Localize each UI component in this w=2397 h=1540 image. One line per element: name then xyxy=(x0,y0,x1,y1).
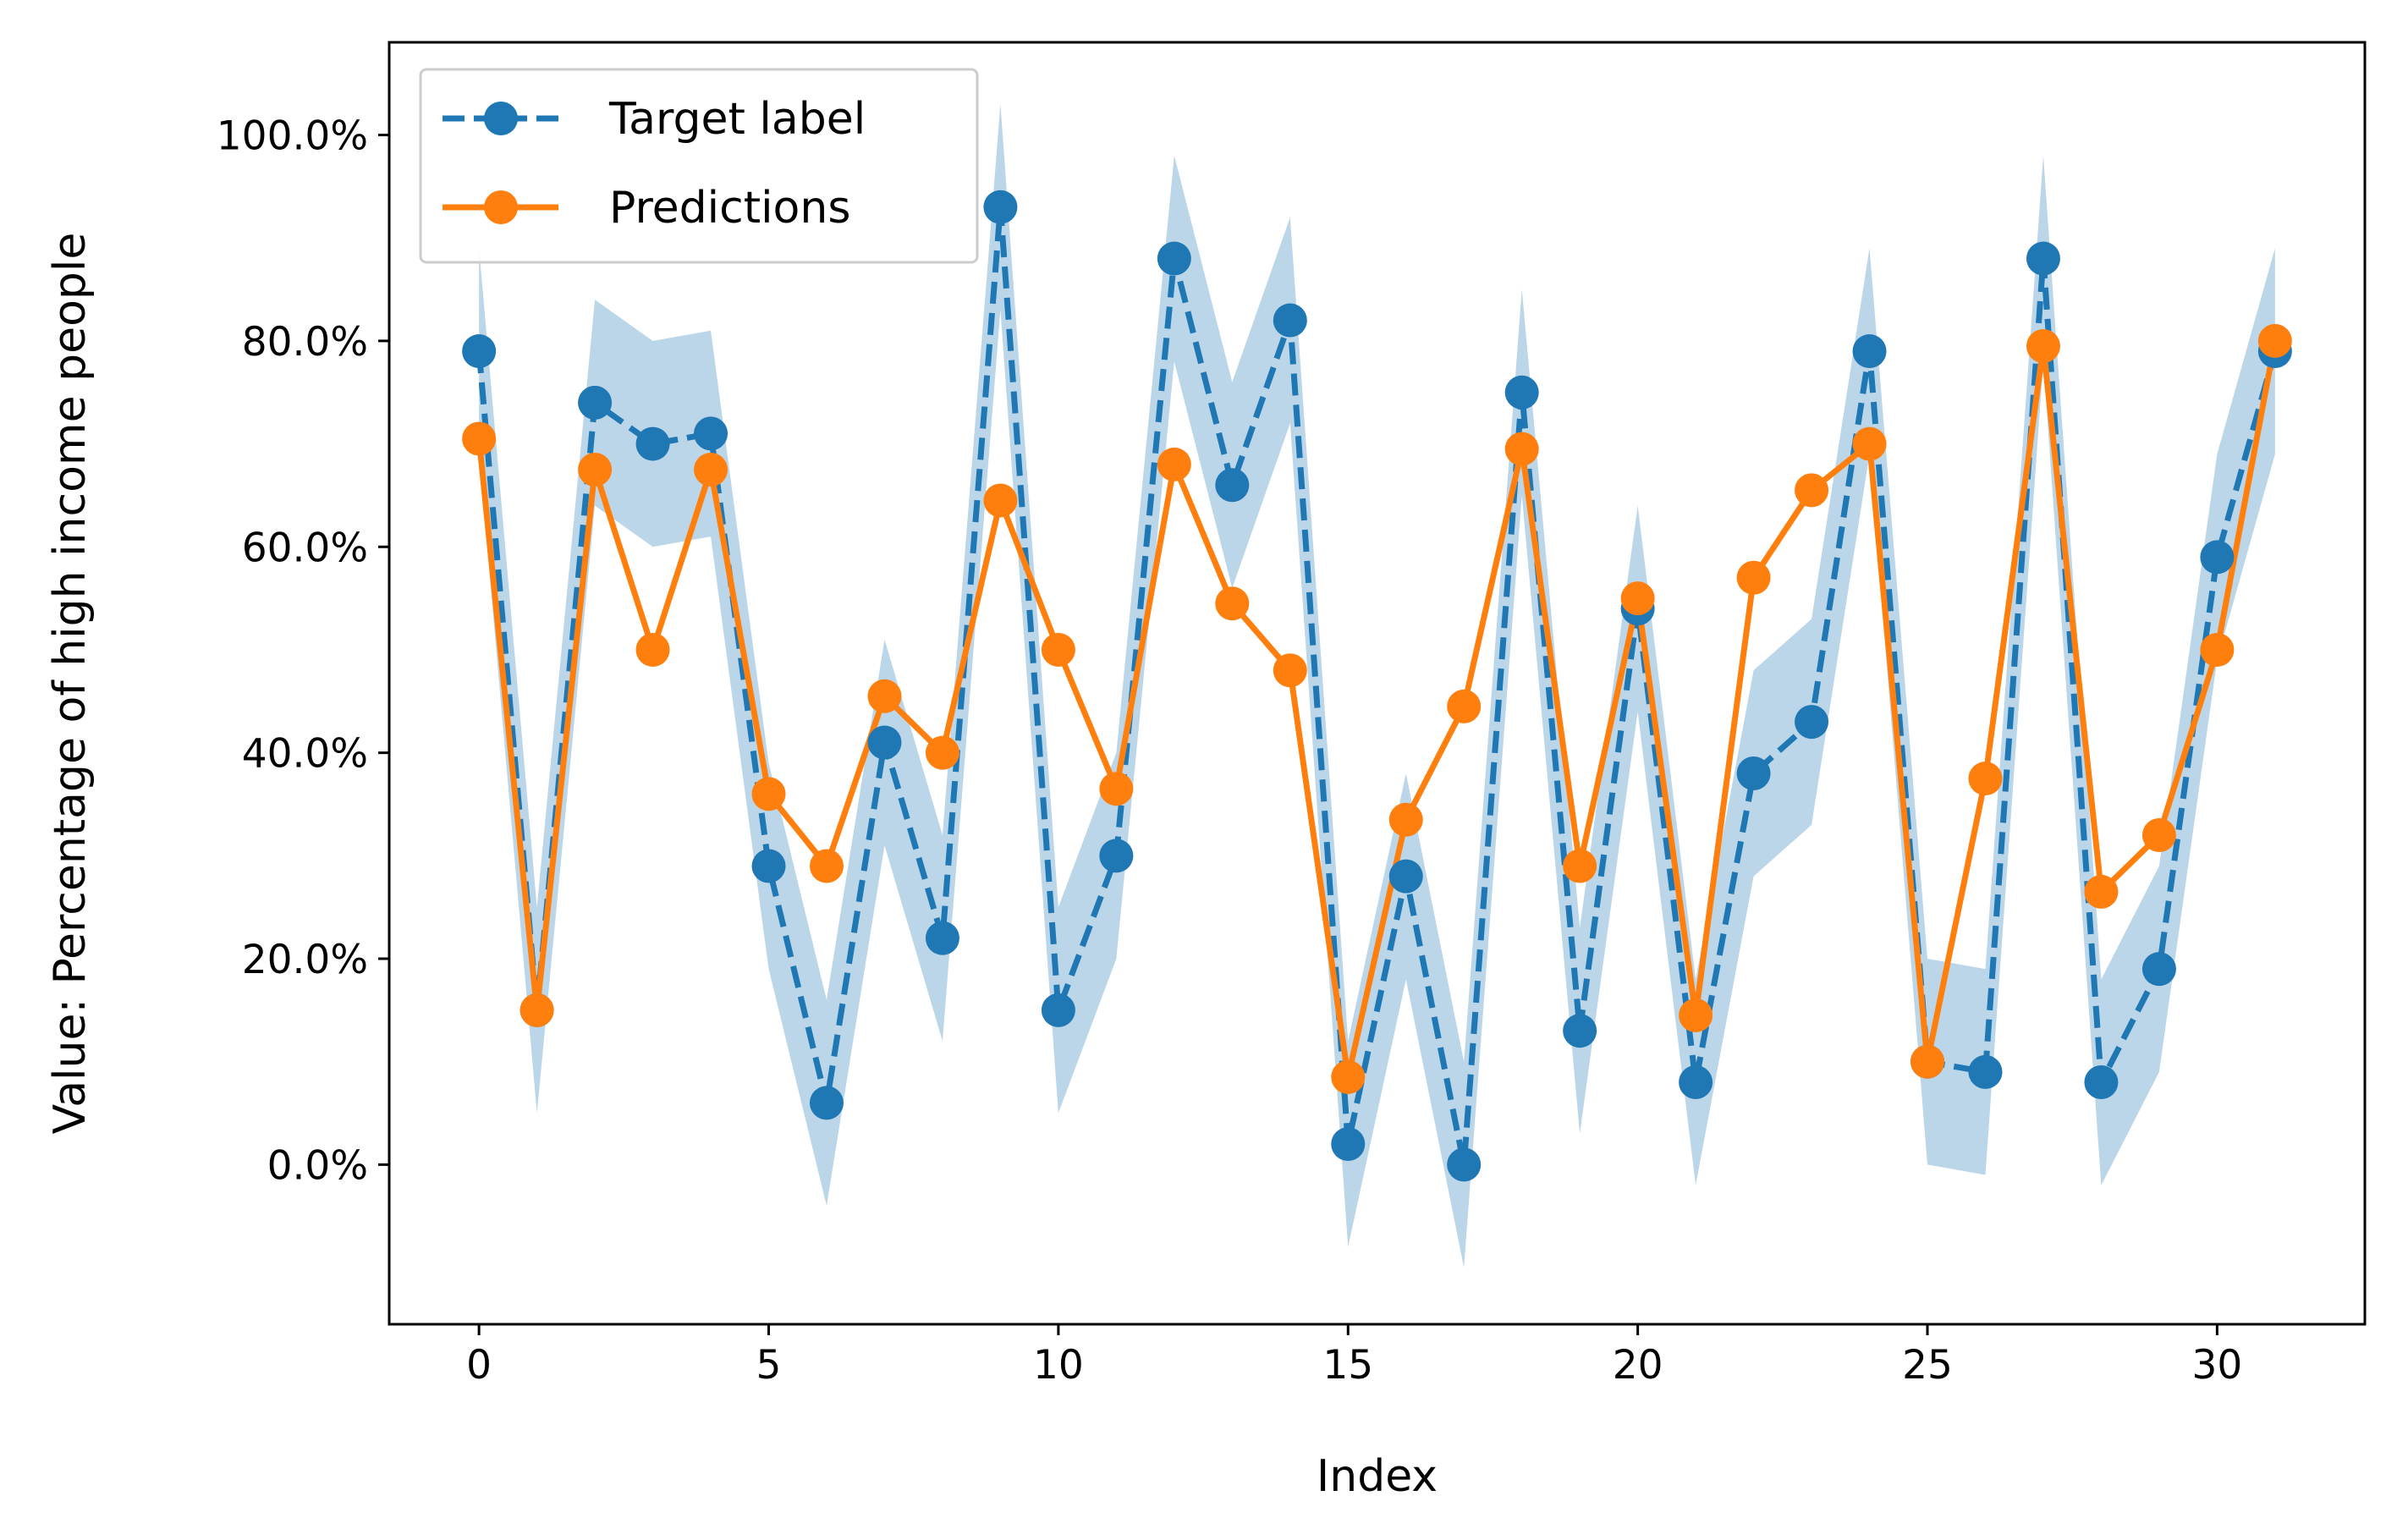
point-predictions-30 xyxy=(2200,632,2235,667)
point-target-label-11 xyxy=(1099,839,1134,873)
point-target-label-19 xyxy=(1563,1014,1597,1048)
line-target-label xyxy=(476,204,2279,1168)
point-predictions-3 xyxy=(635,632,670,667)
y-tick-label-0: 0.0% xyxy=(267,1142,368,1189)
legend-label-predictions: Predictions xyxy=(609,183,850,234)
point-target-label-30 xyxy=(2200,540,2235,575)
x-axis-label: Index xyxy=(1317,1451,1438,1502)
point-target-label-15 xyxy=(1331,1127,1366,1162)
point-predictions-21 xyxy=(1679,998,1713,1032)
y-tick-label-80: 80.0% xyxy=(242,319,368,366)
band-target-label xyxy=(479,104,2275,1268)
legend-box xyxy=(419,68,979,264)
y-axis-ticks: 0.0% 20.0% 40.0% 60.0% 80.0% 100.0% xyxy=(217,113,389,1189)
x-tick-label-25: 25 xyxy=(1902,1342,1953,1389)
point-predictions-20 xyxy=(1620,581,1655,616)
point-predictions-0 xyxy=(462,421,497,456)
x-tick-label-20: 20 xyxy=(1613,1342,1663,1389)
point-target-label-8 xyxy=(925,921,959,955)
point-predictions-28 xyxy=(2084,874,2119,909)
point-predictions-8 xyxy=(925,735,959,770)
legend-marker-target-label xyxy=(484,102,518,135)
point-target-label-0 xyxy=(462,334,497,369)
point-target-label-12 xyxy=(1157,241,1191,276)
confidence-bands xyxy=(479,104,2275,1268)
x-tick-label-15: 15 xyxy=(1322,1342,1373,1389)
point-predictions-23 xyxy=(1795,473,1829,508)
point-target-label-10 xyxy=(1041,993,1075,1027)
x-tick-label-10: 10 xyxy=(1033,1342,1084,1389)
point-target-label-13 xyxy=(1215,468,1250,503)
legend-label-target-label: Target label xyxy=(608,94,866,145)
point-target-label-27 xyxy=(2026,241,2060,276)
point-target-label-2 xyxy=(578,385,613,420)
x-tick-label-5: 5 xyxy=(756,1342,782,1389)
point-predictions-14 xyxy=(1273,653,1307,688)
point-predictions-9 xyxy=(983,483,1018,518)
point-target-label-29 xyxy=(2141,952,2176,987)
point-target-label-9 xyxy=(983,190,1018,224)
point-target-label-16 xyxy=(1388,859,1423,894)
point-predictions-6 xyxy=(809,849,844,883)
y-tick-label-20: 20.0% xyxy=(242,937,368,983)
point-target-label-4 xyxy=(694,416,728,451)
legend-marker-predictions xyxy=(484,190,518,224)
point-predictions-7 xyxy=(867,679,902,713)
point-predictions-27 xyxy=(2026,328,2060,363)
point-predictions-17 xyxy=(1447,689,1482,723)
point-target-label-21 xyxy=(1679,1065,1713,1100)
point-target-label-3 xyxy=(635,426,670,461)
point-predictions-13 xyxy=(1215,586,1250,621)
x-tick-label-30: 30 xyxy=(2191,1342,2242,1389)
point-predictions-22 xyxy=(1736,560,1771,595)
point-predictions-31 xyxy=(2257,323,2292,358)
point-predictions-15 xyxy=(1331,1059,1366,1094)
legend: Target label Predictions xyxy=(419,68,979,264)
point-predictions-29 xyxy=(2141,817,2176,852)
point-predictions-24 xyxy=(1852,426,1887,461)
point-predictions-10 xyxy=(1041,632,1075,667)
point-predictions-2 xyxy=(578,453,613,487)
y-tick-label-40: 40.0% xyxy=(242,731,368,778)
point-target-label-18 xyxy=(1504,375,1539,410)
point-predictions-12 xyxy=(1157,447,1191,481)
x-axis-ticks: 0 5 10 15 20 25 30 xyxy=(466,1324,2242,1389)
point-target-label-23 xyxy=(1795,705,1829,740)
plot-frame xyxy=(388,41,2367,1326)
y-tick-label-60: 60.0% xyxy=(242,525,368,571)
point-predictions-11 xyxy=(1099,772,1134,806)
point-target-label-5 xyxy=(751,849,786,883)
point-predictions-25 xyxy=(1910,1044,1945,1079)
point-target-label-22 xyxy=(1736,756,1771,790)
point-predictions-16 xyxy=(1388,802,1423,837)
y-axis-label: Value: Percentage of high income people xyxy=(45,233,96,1135)
point-predictions-4 xyxy=(694,453,728,487)
point-target-label-6 xyxy=(809,1086,844,1120)
point-predictions-26 xyxy=(1968,762,2003,796)
point-predictions-1 xyxy=(520,993,554,1027)
point-predictions-19 xyxy=(1563,849,1597,883)
point-target-label-28 xyxy=(2084,1065,2119,1100)
point-target-label-7 xyxy=(867,725,902,760)
y-tick-label-100: 100.0% xyxy=(217,113,368,160)
point-predictions-18 xyxy=(1504,432,1539,466)
x-tick-label-0: 0 xyxy=(466,1342,492,1389)
point-target-label-24 xyxy=(1852,334,1887,369)
point-target-label-14 xyxy=(1273,303,1307,338)
point-target-label-26 xyxy=(1968,1054,2003,1089)
point-predictions-5 xyxy=(751,777,786,811)
point-target-label-17 xyxy=(1447,1147,1482,1182)
series-markers xyxy=(462,190,2292,1182)
